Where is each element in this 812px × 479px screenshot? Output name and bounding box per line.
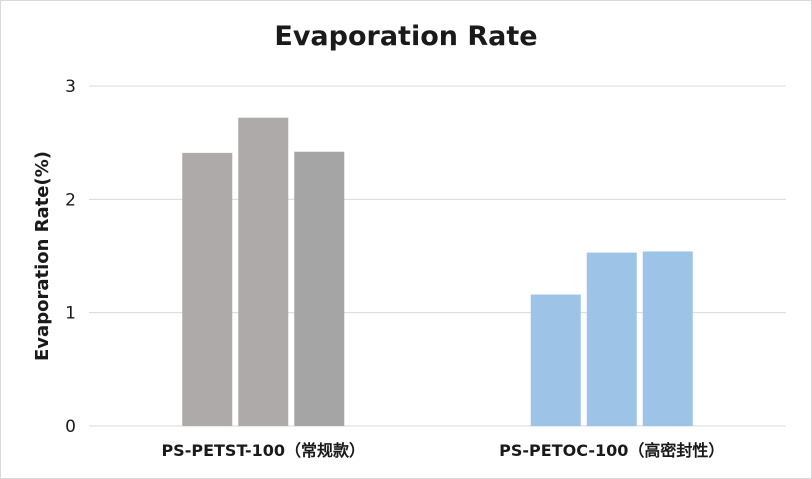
x-category-label: PS-PETST-100（常规款） [161,441,365,460]
y-axis-ticks: 0 1 2 3 [65,77,76,437]
bar-group1-2 [238,117,289,426]
x-axis-categories: PS-PETST-100（常规款） PS-PETOC-100（高密封性） [161,441,724,460]
y-tick-label: 1 [65,304,76,324]
y-tick-label: 2 [65,190,76,210]
bar-group1-3 [294,151,345,426]
y-tick-label: 0 [65,417,76,437]
y-tick-label: 3 [65,77,76,97]
bar-group2-2 [586,252,637,426]
bar-group2-1 [530,294,581,426]
chart-title: Evaporation Rate [274,21,537,52]
y-axis-label: Evaporation Rate(%) [32,151,53,361]
bar-group2-3 [642,251,693,426]
bars [182,117,693,426]
bar-group1-1 [182,152,233,426]
x-category-label: PS-PETOC-100（高密封性） [499,441,724,460]
